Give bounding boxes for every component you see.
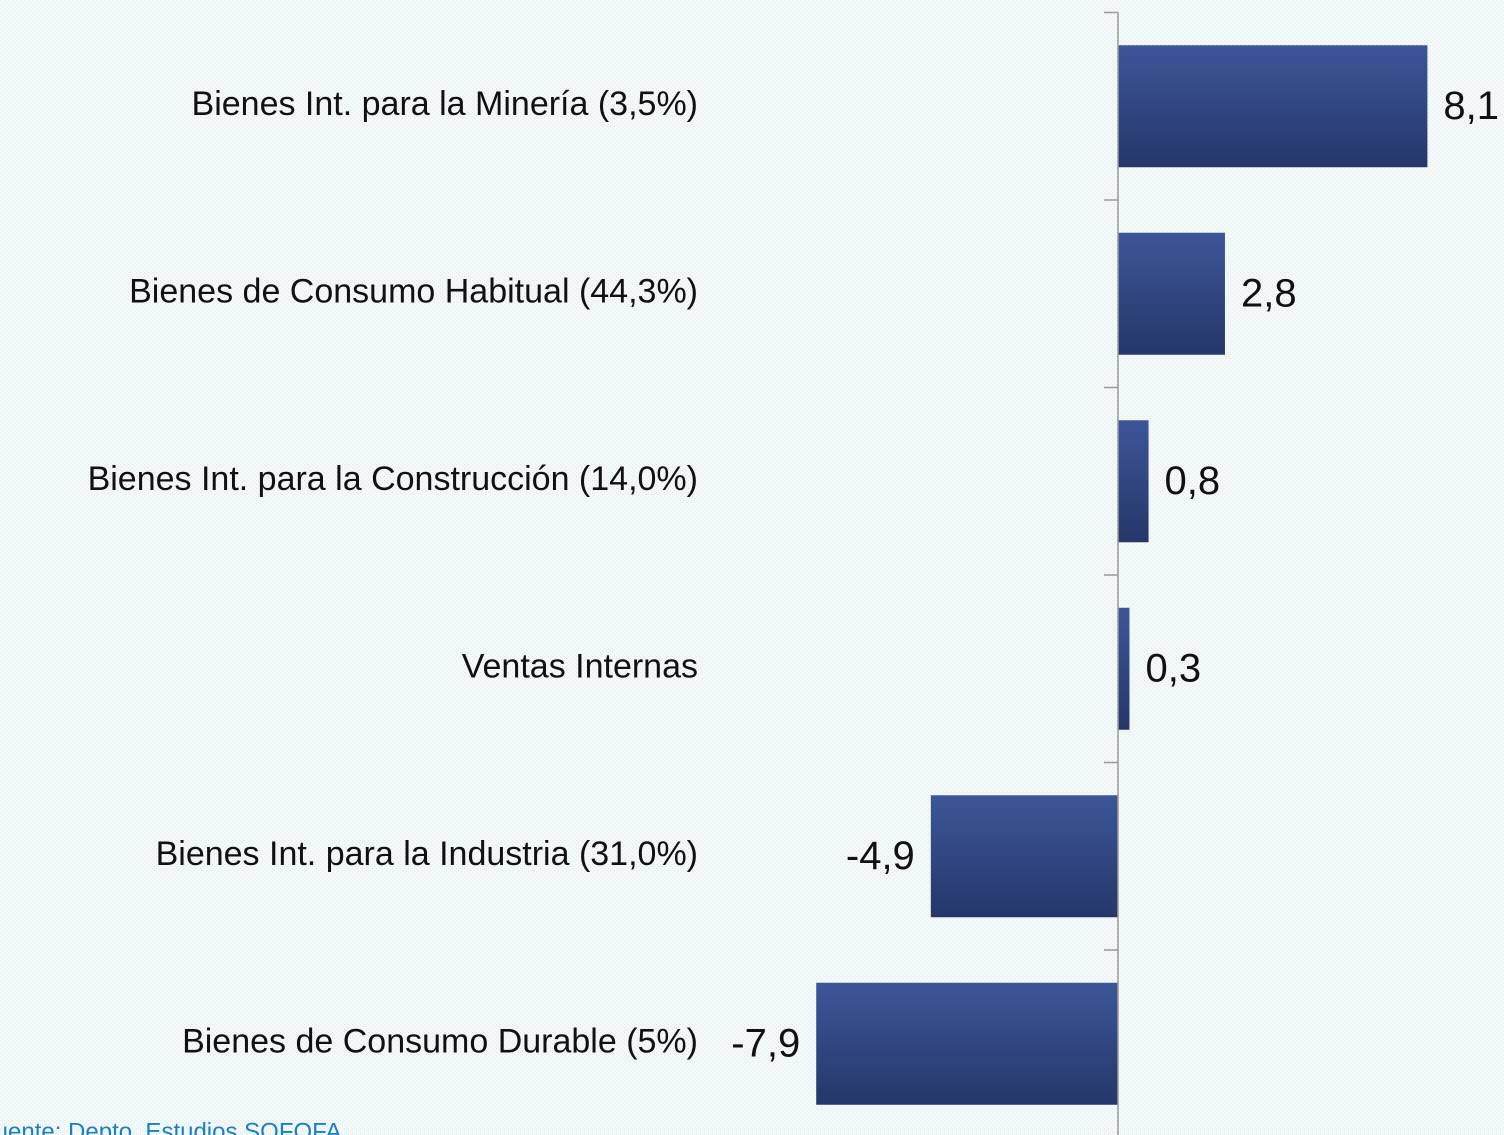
data-label: -7,9	[731, 1021, 800, 1065]
data-label: 0,8	[1165, 459, 1221, 503]
y-tick-label: Bienes Int. para la Industria (31,0%)	[156, 835, 698, 873]
bar	[930, 795, 1118, 918]
data-label: 2,8	[1241, 271, 1297, 315]
data-label: 8,1	[1443, 84, 1499, 128]
bar	[816, 982, 1118, 1105]
bar	[1118, 232, 1225, 355]
y-tick-label: Bienes Int. para la Minería (3,5%)	[192, 85, 698, 123]
y-tick-label: Bienes Int. para la Construcción (14,0%)	[88, 460, 698, 498]
bar	[1118, 45, 1428, 168]
source-note: Fuente: Depto. Estudios SOFOFA	[0, 1118, 342, 1135]
bar	[1118, 420, 1149, 543]
y-tick-label: Bienes de Consumo Habitual (44,3%)	[129, 273, 698, 311]
bar	[1118, 607, 1130, 730]
y-tick-label: Bienes de Consumo Durable (5%)	[182, 1023, 698, 1061]
data-label: -4,9	[846, 834, 915, 878]
data-label: 0,3	[1145, 646, 1201, 690]
y-tick-label: Ventas Internas	[462, 648, 698, 686]
